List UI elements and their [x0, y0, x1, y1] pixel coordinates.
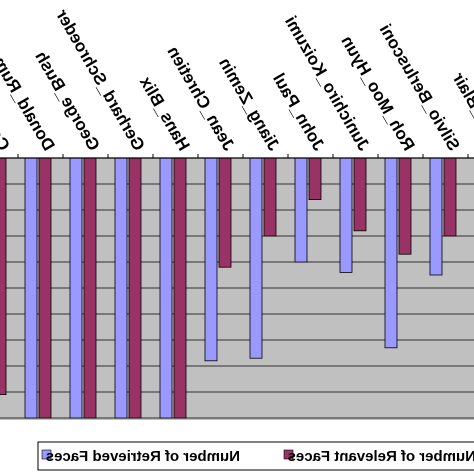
bar-relevant	[218, 157, 232, 268]
bars	[0, 157, 457, 419]
bar-retrieved	[114, 157, 128, 419]
bar-retrieved	[249, 157, 263, 359]
bar-retrieved	[294, 157, 308, 263]
bar-relevant	[443, 157, 457, 237]
bar-relevant	[398, 157, 412, 255]
bar-retrieved	[339, 157, 353, 273]
bar-retrieved	[384, 157, 398, 349]
bar-retrieved	[159, 157, 173, 419]
bar-relevant	[308, 157, 322, 200]
bar-relevant	[353, 157, 367, 232]
bar-relevant	[173, 157, 187, 419]
legend-swatch-retrieved	[41, 449, 52, 460]
legend-items: Number of Retrieved Faces Number of Relev…	[41, 448, 474, 465]
legend-label-relevant: Number of Relevant Faces	[288, 448, 474, 465]
category-label: Junichiro_Koizumi	[281, 13, 373, 154]
legend-swatch-relevant	[283, 449, 294, 460]
bar-relevant	[0, 157, 7, 396]
category-label: Silvio_Berlusconi	[376, 21, 464, 154]
bar-retrieved	[24, 157, 38, 419]
legend-label-retrieved: Number of Retrieved Faces	[46, 448, 240, 465]
category-labels: Colin_PowellDonald_RumsfeldGeorge_BushGe…	[0, 6, 474, 154]
bar-retrieved	[429, 157, 443, 276]
legend	[37, 441, 474, 471]
bar-relevant	[83, 157, 97, 419]
bar-relevant	[38, 157, 52, 419]
bar-retrieved	[69, 157, 83, 419]
bar-relevant	[128, 157, 142, 419]
bar-relevant	[263, 157, 277, 237]
category-ticks	[17, 154, 469, 158]
bar-retrieved	[204, 157, 218, 362]
